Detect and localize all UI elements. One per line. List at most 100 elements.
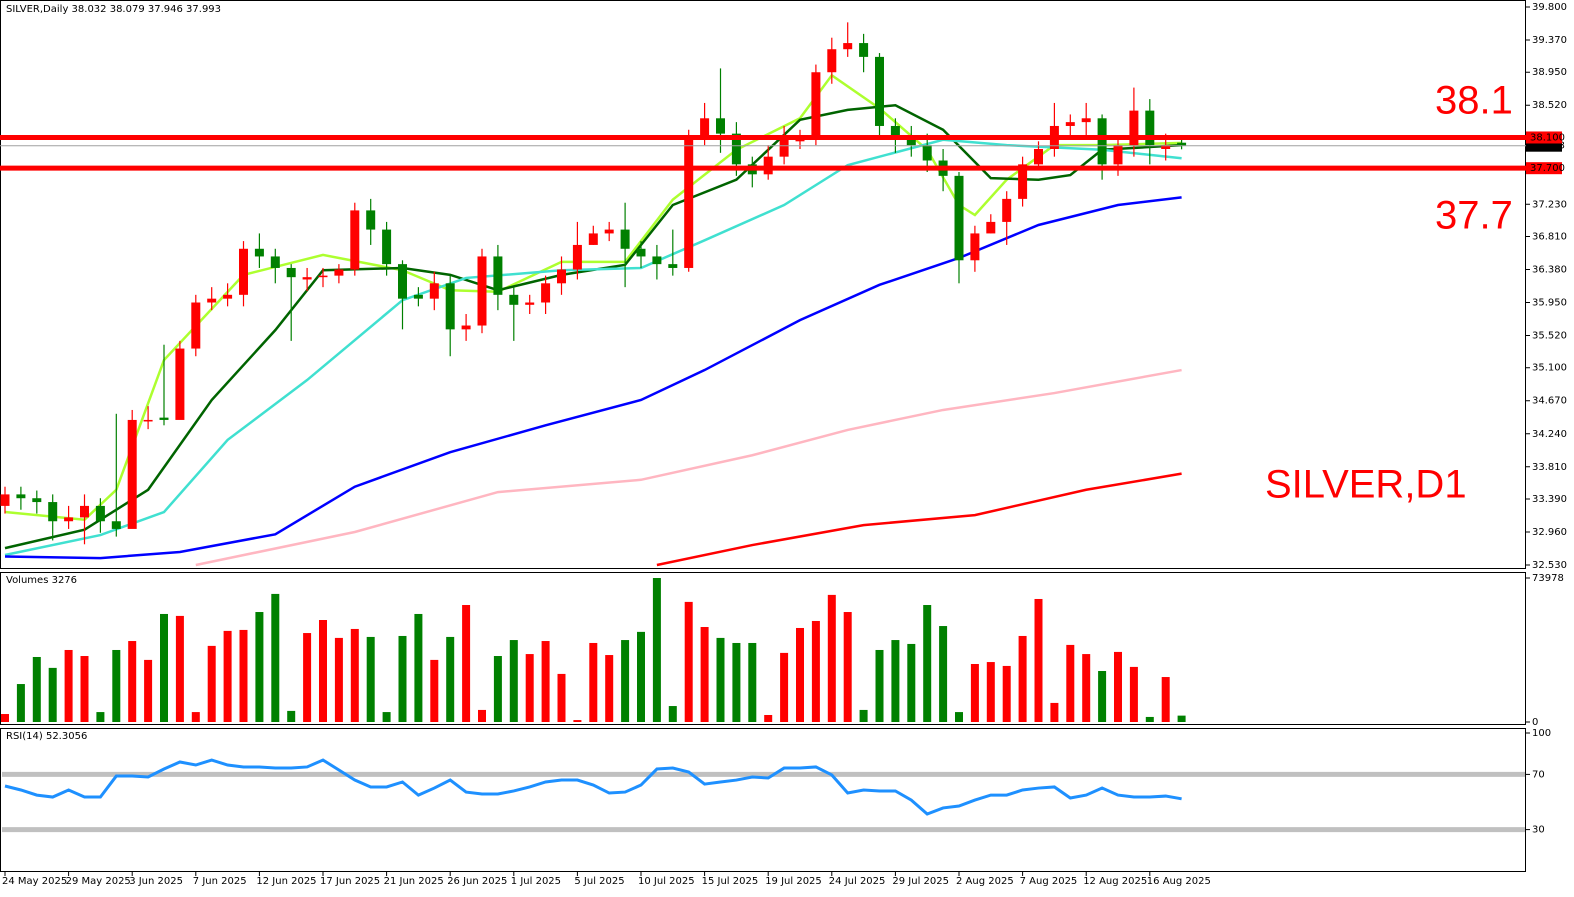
- y-tick-label: 38.950: [1532, 67, 1567, 78]
- volume-bar: [398, 635, 407, 722]
- candle-body: [1145, 110, 1155, 146]
- volume-bar: [748, 642, 757, 722]
- volume-bar: [271, 593, 280, 722]
- candle-body: [95, 505, 105, 522]
- candle-body: [986, 221, 996, 234]
- x-tick-label: 26 Jun 2025: [447, 876, 507, 887]
- volume-bar: [780, 652, 789, 722]
- x-tick-label: 12 Aug 2025: [1083, 876, 1147, 887]
- volume-bar: [1002, 665, 1011, 722]
- volume-bar: [175, 615, 184, 722]
- price-pane: [0, 0, 1526, 569]
- y-tick-label: 70: [1532, 769, 1545, 780]
- volume-bar: [1018, 635, 1027, 722]
- moving-average: [4, 138, 1182, 557]
- candle-body: [461, 325, 471, 330]
- candle-body: [1034, 148, 1043, 165]
- candle-body: [954, 175, 964, 261]
- annotation: 37.7: [1435, 194, 1513, 238]
- candle-body: [890, 125, 900, 138]
- y-tick-label: 0: [1532, 717, 1538, 728]
- candle-body: [239, 248, 248, 295]
- volume-bar: [366, 636, 375, 722]
- x-tick-label: 29 May 2025: [66, 876, 131, 887]
- volume-bar: [811, 620, 820, 722]
- volume-bar: [414, 613, 423, 722]
- candle-body: [207, 298, 217, 303]
- y-tick-label: 35.950: [1532, 298, 1567, 309]
- candle-body: [1065, 122, 1075, 126]
- y-tick-label: 32.530: [1532, 560, 1567, 571]
- volume-bar: [764, 714, 773, 722]
- x-tick-label: 10 Jul 2025: [638, 876, 695, 887]
- candle-body: [366, 210, 376, 230]
- candle-body: [445, 283, 455, 330]
- y-tick-label: 100: [1532, 728, 1551, 739]
- volume-bar: [128, 641, 137, 722]
- candle-body: [875, 56, 884, 126]
- candle-body: [572, 244, 582, 270]
- candle-body: [668, 264, 678, 268]
- y-tick-label: 34.670: [1532, 396, 1567, 407]
- candle-body: [111, 521, 121, 529]
- candle-body: [525, 302, 535, 305]
- candle-body: [1177, 142, 1187, 146]
- candle-body: [1129, 110, 1139, 146]
- x-tick-label: 21 Jun 2025: [384, 876, 444, 887]
- volume-bar: [80, 656, 89, 722]
- volume-bar: [382, 712, 391, 722]
- volume-bar: [605, 655, 614, 722]
- volume-bar: [144, 659, 153, 722]
- volume-bar: [1145, 716, 1154, 722]
- annotation: SILVER,D1: [1265, 463, 1467, 507]
- volume-bar: [637, 631, 645, 722]
- x-tick-label: 5 Jul 2025: [574, 876, 624, 887]
- volume-bar: [1129, 666, 1138, 722]
- y-tick-label: 39.370: [1532, 35, 1567, 46]
- candle-body: [922, 145, 932, 161]
- x-tick-label: 7 Aug 2025: [1020, 876, 1078, 887]
- moving-average: [4, 73, 1182, 522]
- volume-bar: [573, 720, 582, 722]
- moving-average: [4, 196, 1182, 560]
- volume-bar: [557, 673, 566, 722]
- volume-bar: [160, 613, 168, 722]
- volume-bar: [223, 630, 232, 722]
- y-tick-label: 36.810: [1532, 231, 1567, 242]
- candle-body: [843, 43, 853, 50]
- candle-body: [493, 256, 503, 295]
- volume-bar: [652, 578, 661, 722]
- y-tick-label: 33.390: [1532, 494, 1567, 505]
- candle-body: [620, 229, 630, 249]
- rsi-line: [4, 758, 1182, 816]
- volume-bar: [493, 656, 502, 722]
- y-tick-label: 36.380: [1532, 264, 1567, 275]
- level-label: 38.100: [1530, 132, 1565, 143]
- volume-bar: [96, 712, 105, 722]
- candle-body: [350, 210, 360, 270]
- volume-bar: [112, 649, 121, 722]
- candle-body: [1081, 118, 1091, 123]
- volume-bar: [1050, 702, 1059, 722]
- candle-body: [700, 118, 710, 138]
- x-tick-label: 1 Jul 2025: [511, 876, 561, 887]
- level-box: [1526, 131, 1562, 144]
- annotation: 38.1: [1435, 79, 1513, 123]
- volume-bar: [796, 627, 804, 722]
- candle-body: [223, 294, 233, 299]
- y-tick-label: 35.520: [1532, 331, 1567, 342]
- x-tick-label: 2 Aug 2025: [956, 876, 1014, 887]
- volume-bar: [986, 662, 995, 722]
- candle-body: [64, 517, 74, 522]
- volume-bar: [446, 636, 455, 722]
- volume-bar: [955, 712, 963, 722]
- candle-body: [652, 256, 662, 265]
- candle-body: [477, 256, 487, 326]
- y-tick-label: 35.100: [1532, 363, 1567, 374]
- candle-body: [48, 502, 58, 522]
- candle-body: [127, 419, 137, 529]
- volume-bar: [509, 640, 518, 722]
- moving-average: [195, 368, 1182, 567]
- y-tick-label: 37.230: [1532, 199, 1567, 210]
